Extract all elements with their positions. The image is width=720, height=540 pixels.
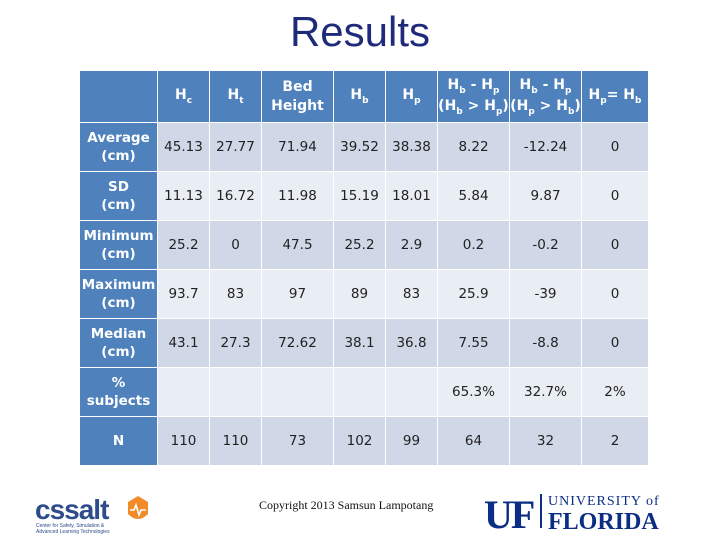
table-cell: 45.13 bbox=[157, 122, 210, 172]
table-row: Maximum (cm) 93.7 83 97 89 83 25.9 -39 0 bbox=[79, 269, 649, 319]
uf-florida: FLORIDA bbox=[548, 509, 659, 532]
table-cell: 0 bbox=[581, 171, 649, 221]
table-cell: 89 bbox=[333, 269, 386, 319]
table-cell: 7.55 bbox=[437, 318, 510, 368]
results-table-body: Average (cm) 45.13 27.77 71.94 39.52 38.38 8.22… bbox=[79, 122, 649, 466]
row-label: SD (cm) bbox=[79, 171, 158, 221]
table-row: N 110 110 73 102 99 64 32 2 bbox=[79, 416, 649, 466]
cssalt-logo: cssalt Center for Safety, Simulation & A… bbox=[35, 494, 148, 535]
table-cell: 36.8 bbox=[385, 318, 438, 368]
table-cell: 0 bbox=[581, 122, 649, 172]
header-hb-minus-hp-hb-greater: Hb - Hp (Hb > Hp) bbox=[437, 70, 510, 123]
uf-divider bbox=[540, 494, 542, 528]
table-cell: 0 bbox=[581, 269, 649, 319]
table-cell: 73 bbox=[261, 416, 334, 466]
table-cell: 15.19 bbox=[333, 171, 386, 221]
table-cell: 11.98 bbox=[261, 171, 334, 221]
table-cell: 11.13 bbox=[157, 171, 210, 221]
table-cell bbox=[209, 367, 262, 417]
header-hc: Hc bbox=[157, 70, 210, 123]
row-label: Minimum (cm) bbox=[79, 220, 158, 270]
row-label: % subjects bbox=[79, 367, 158, 417]
slide-title: Results bbox=[289, 8, 431, 55]
table-row: % subjects 65.3% 32.7% 2% bbox=[79, 367, 649, 417]
header-row: Hc Ht Bed Height Hb Hp Hb - Hp (Hb > Hp) H… bbox=[79, 70, 649, 123]
table-row: Average (cm) 45.13 27.77 71.94 39.52 38.38 8.22… bbox=[79, 122, 649, 172]
table-cell: 27.77 bbox=[209, 122, 262, 172]
table-cell: 83 bbox=[209, 269, 262, 319]
table-cell: 2.9 bbox=[385, 220, 438, 270]
row-label: Maximum (cm) bbox=[79, 269, 158, 319]
table-cell: 2% bbox=[581, 367, 649, 417]
table-cell: 8.22 bbox=[437, 122, 510, 172]
cssalt-caption-line1: Center for Safety, Simulation & bbox=[36, 523, 105, 529]
heartbeat-icon bbox=[130, 502, 146, 518]
table-cell: 43.1 bbox=[157, 318, 210, 368]
row-label: Median (cm) bbox=[79, 318, 158, 368]
header-hb: Hb bbox=[333, 70, 386, 123]
table-cell: 110 bbox=[157, 416, 210, 466]
corner-cell bbox=[79, 70, 158, 123]
table-cell: 71.94 bbox=[261, 122, 334, 172]
table-cell: 38.1 bbox=[333, 318, 386, 368]
table-row: SD (cm) 11.13 16.72 11.98 15.19 18.01 5.84 9.87 0 bbox=[79, 171, 649, 221]
table-cell: -39 bbox=[509, 269, 582, 319]
header-bed-height: Bed Height bbox=[261, 70, 334, 123]
row-label: Average (cm) bbox=[79, 122, 158, 172]
table-cell: 0 bbox=[581, 318, 649, 368]
header-hb-minus-hp-hp-greater: Hb - Hp (Hp > Hb) bbox=[509, 70, 582, 123]
table-cell: 72.62 bbox=[261, 318, 334, 368]
cssalt-wordmark: cssalt bbox=[35, 494, 109, 525]
table-cell: 93.7 bbox=[157, 269, 210, 319]
uf-logo: UF UNIVERSITY of FLORIDA bbox=[484, 492, 660, 532]
table-cell bbox=[333, 367, 386, 417]
table-cell: -12.24 bbox=[509, 122, 582, 172]
cssalt-caption-line2: Advanced Learning Technologies bbox=[36, 529, 110, 535]
table-cell: 83 bbox=[385, 269, 438, 319]
uf-university-of: UNIVERSITY of bbox=[548, 494, 660, 509]
table-cell: 0 bbox=[581, 220, 649, 270]
header-ht: Ht bbox=[209, 70, 262, 123]
table-cell: -8.8 bbox=[509, 318, 582, 368]
table-cell: 16.72 bbox=[209, 171, 262, 221]
table-cell bbox=[157, 367, 210, 417]
table-cell: 110 bbox=[209, 416, 262, 466]
cssalt-shield-icon bbox=[128, 496, 148, 519]
table-cell: 39.52 bbox=[333, 122, 386, 172]
table-row: Median (cm) 43.1 27.3 72.62 38.1 36.8 7.55 -8.8 0 bbox=[79, 318, 649, 368]
table-cell bbox=[261, 367, 334, 417]
table-cell: 5.84 bbox=[437, 171, 510, 221]
table-cell: 102 bbox=[333, 416, 386, 466]
copyright-text: Copyright 2013 Samsun Lampotang bbox=[259, 498, 434, 512]
table-cell: 32 bbox=[509, 416, 582, 466]
table-cell: 2 bbox=[581, 416, 649, 466]
table-cell bbox=[385, 367, 438, 417]
table-cell: 65.3% bbox=[437, 367, 510, 417]
uf-monogram: UF bbox=[484, 492, 534, 532]
table-cell: 97 bbox=[261, 269, 334, 319]
table-cell: 25.2 bbox=[157, 220, 210, 270]
table-cell: -0.2 bbox=[509, 220, 582, 270]
table-cell: 9.87 bbox=[509, 171, 582, 221]
table-cell: 0 bbox=[209, 220, 262, 270]
table-cell: 25.2 bbox=[333, 220, 386, 270]
table-cell: 27.3 bbox=[209, 318, 262, 368]
table-cell: 32.7% bbox=[509, 367, 582, 417]
table-cell: 18.01 bbox=[385, 171, 438, 221]
table-cell: 64 bbox=[437, 416, 510, 466]
results-table: Hc Ht Bed Height Hb Hp Hb - Hp (Hb > Hp) H… bbox=[79, 70, 649, 466]
header-hp: Hp bbox=[385, 70, 438, 123]
table-cell: 38.38 bbox=[385, 122, 438, 172]
row-label: N bbox=[79, 416, 158, 466]
table-cell: 0.2 bbox=[437, 220, 510, 270]
table-row: Minimum (cm) 25.2 0 47.5 25.2 2.9 0.2 -0.2 0 bbox=[79, 220, 649, 270]
header-hp-equals-hb: Hp= Hb bbox=[581, 70, 649, 123]
table-cell: 47.5 bbox=[261, 220, 334, 270]
table-cell: 25.9 bbox=[437, 269, 510, 319]
table-cell: 99 bbox=[385, 416, 438, 466]
